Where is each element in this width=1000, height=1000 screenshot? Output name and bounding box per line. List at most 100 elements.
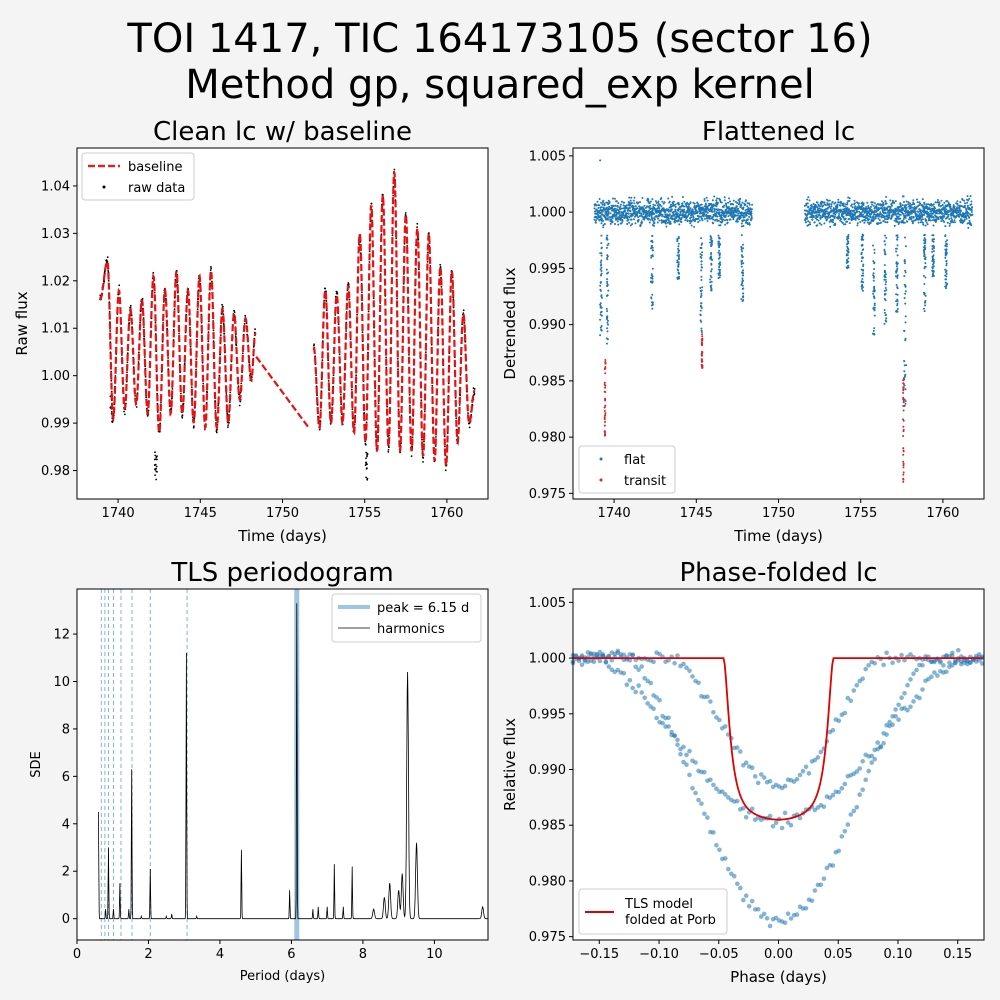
flat-point <box>903 330 906 333</box>
flat-point <box>923 234 926 237</box>
raw-data-point <box>114 375 117 377</box>
flat-point <box>616 220 619 223</box>
raw-data-point <box>364 443 367 446</box>
transit-point <box>902 435 905 437</box>
flat-point <box>879 203 882 206</box>
flat-point <box>843 207 846 210</box>
flat-point <box>968 219 971 222</box>
raw-data-point <box>182 402 185 405</box>
flat-point <box>719 268 721 271</box>
flat-point <box>605 307 608 310</box>
flat-point <box>847 266 850 269</box>
flat-point <box>907 203 910 206</box>
raw-data-point <box>366 454 368 456</box>
flat-point <box>742 295 745 298</box>
flat-point <box>860 285 863 288</box>
flat-point <box>701 219 704 222</box>
flat-point <box>606 206 608 209</box>
flat-point <box>904 292 907 295</box>
raw-data-point <box>215 431 218 434</box>
raw-data-point <box>428 232 430 234</box>
flat-point <box>717 251 720 254</box>
flat-point <box>871 201 874 204</box>
flat-point <box>659 204 662 206</box>
raw-data-point <box>156 411 159 413</box>
raw-data-point <box>313 344 315 347</box>
flat-point <box>873 327 876 330</box>
flat-point <box>611 217 614 220</box>
flat-point <box>722 206 725 209</box>
flat-point <box>883 250 886 253</box>
flat-point <box>656 221 659 224</box>
flat-point <box>598 198 601 200</box>
flat-point <box>653 218 656 221</box>
raw-data-point <box>365 467 368 470</box>
flat-point <box>888 214 891 216</box>
flat-point <box>600 272 603 275</box>
flat-point <box>594 210 597 213</box>
flat-point <box>639 201 641 204</box>
flat-point <box>687 205 690 208</box>
raw-data-point <box>107 270 109 272</box>
flat-point <box>944 256 947 259</box>
flat-point <box>710 276 713 279</box>
transit-point <box>603 368 606 371</box>
flat-point <box>650 273 653 276</box>
flat-point <box>917 210 920 213</box>
flat-point <box>924 262 927 265</box>
raw-data-point <box>195 358 198 361</box>
flat-point <box>846 247 849 250</box>
flat-point <box>714 219 717 221</box>
flattened-lc-panel: Flattened lc 1740 1745 1750 1755 17600.9750.… <box>501 117 985 545</box>
flat-point <box>865 206 868 208</box>
flat-point <box>674 203 677 206</box>
raw-data-point <box>221 303 224 306</box>
flat-point <box>888 216 891 219</box>
flat-point <box>896 302 899 305</box>
clean-lc-ytick-label: 1.04 <box>41 179 70 194</box>
raw-data-point <box>111 420 113 423</box>
flat-point <box>599 282 602 284</box>
flat-point <box>713 195 716 198</box>
raw-data-point <box>106 256 109 259</box>
flattened-lc-ytick-label: 0.975 <box>529 487 566 502</box>
raw-data-point <box>126 361 129 364</box>
raw-data-point <box>108 301 111 303</box>
raw-data-point <box>423 440 425 443</box>
transit-point <box>902 425 905 428</box>
raw-data-point <box>208 320 210 323</box>
raw-data-point <box>374 387 376 389</box>
flat-point <box>736 202 739 204</box>
flat-point <box>858 218 860 221</box>
raw-data-point <box>365 451 368 454</box>
flat-point <box>641 221 643 224</box>
flat-point <box>922 221 924 224</box>
raw-data-point <box>354 384 357 387</box>
flat-point <box>602 224 605 227</box>
flat-point <box>828 199 831 202</box>
flat-point <box>896 269 898 271</box>
flat-point <box>741 250 744 253</box>
flat-point <box>828 203 831 205</box>
raw-data-point <box>379 302 382 304</box>
flat-point <box>861 215 864 218</box>
flat-point <box>931 219 934 222</box>
flat-point <box>668 200 671 203</box>
flat-point <box>676 237 679 240</box>
flat-point <box>625 212 628 215</box>
flat-point <box>700 329 703 332</box>
flat-point <box>904 388 907 391</box>
flat-point <box>909 204 912 207</box>
flat-point <box>632 199 635 202</box>
raw-data-point <box>156 455 158 458</box>
transit-point <box>902 464 905 467</box>
flat-point <box>710 268 713 271</box>
flat-point <box>656 207 659 210</box>
flat-point <box>896 254 899 257</box>
flat-point <box>809 223 812 226</box>
raw-data-point <box>420 399 423 402</box>
flat-point <box>603 214 606 217</box>
flat-point <box>923 203 926 205</box>
flat-point <box>964 204 966 207</box>
